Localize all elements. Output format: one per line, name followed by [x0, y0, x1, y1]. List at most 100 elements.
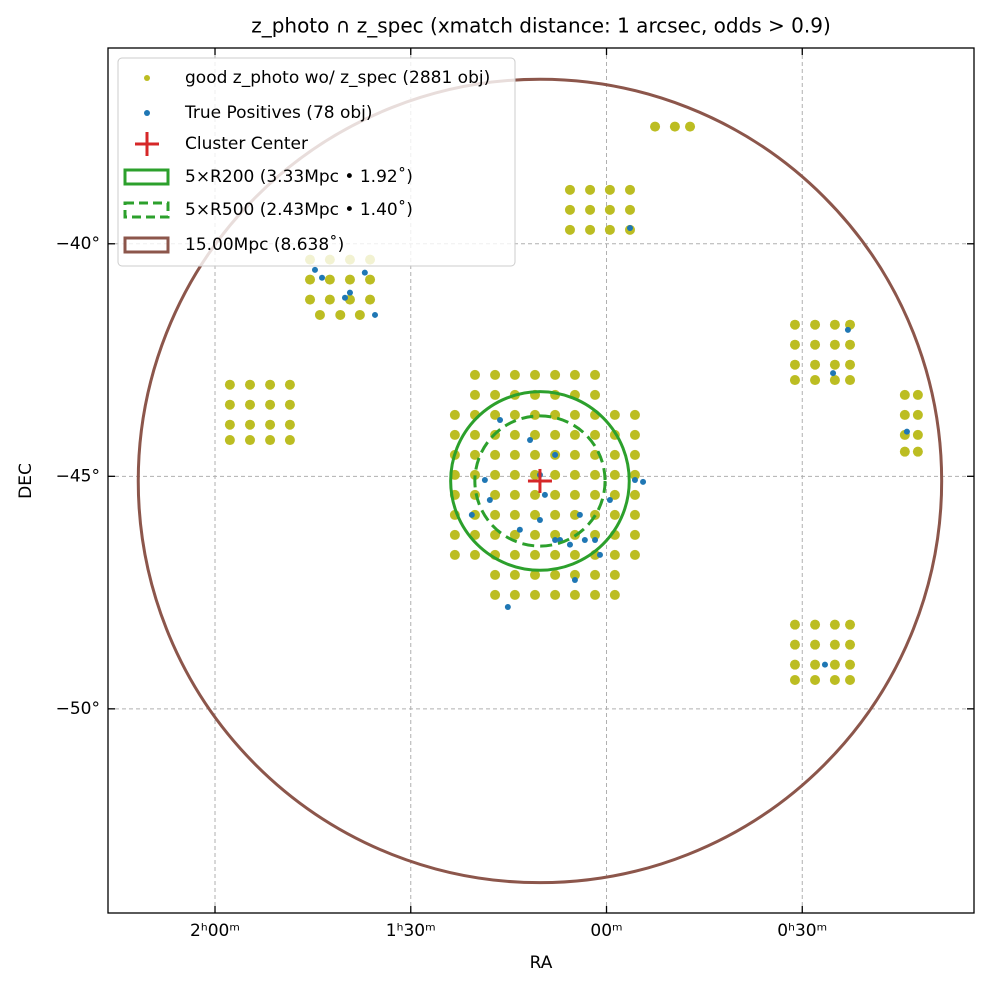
scatter-point [529, 509, 540, 520]
scatter-point [265, 399, 276, 410]
scatter-point [490, 409, 501, 420]
scatter-point [609, 409, 620, 420]
scatter-point [509, 369, 520, 380]
radius-circle [449, 390, 631, 572]
scatter-point [490, 369, 501, 380]
scatter-point [490, 529, 501, 540]
scatter-point [629, 429, 640, 440]
scatter-point [829, 339, 840, 350]
scatter-point [899, 446, 910, 457]
scatter-point [284, 419, 295, 430]
scatter-point [821, 661, 828, 668]
scatter-point [569, 369, 580, 380]
scatter-point [625, 184, 636, 195]
scatter-point [912, 389, 923, 400]
scatter-point [490, 449, 501, 460]
scatter-point [481, 477, 488, 484]
scatter-point [550, 429, 561, 440]
scatter-point [550, 369, 561, 380]
scatter-point [829, 639, 840, 650]
scatter-point [912, 429, 923, 440]
radius-circle [473, 414, 607, 548]
scatter-point [629, 469, 640, 480]
scatter-point [789, 319, 800, 330]
scatter-point [365, 294, 376, 305]
scatter-point [550, 469, 561, 480]
scatter-point [789, 659, 800, 670]
scatter-point [627, 224, 634, 231]
scatter-point [609, 569, 620, 580]
scatter-point [284, 379, 295, 390]
scatter-point [265, 435, 276, 446]
scatter-point [550, 569, 561, 580]
legend-label: True Positives (78 obj) [184, 103, 373, 123]
scatter-point [469, 389, 480, 400]
scatter-point [625, 204, 636, 215]
scatter-point [490, 569, 501, 580]
scatter-point [912, 409, 923, 420]
scatter-point [529, 469, 540, 480]
legend-label: good z_photo wo/ z_spec (2881 obj) [185, 68, 490, 88]
scatter-point [449, 429, 460, 440]
scatter-point [669, 121, 680, 132]
scatter-point [899, 409, 910, 420]
scatter-point [469, 449, 480, 460]
scatter-point [810, 619, 821, 630]
scatter-point [845, 359, 856, 370]
scatter-point [640, 478, 647, 485]
scatter-point [490, 489, 501, 500]
scatter-point [609, 449, 620, 460]
scatter-point [845, 619, 856, 630]
legend-label: 5×R500 (2.43Mpc • 1.40˚) [185, 199, 413, 220]
x-tick-label: 1ʰ30ᵐ [386, 921, 436, 941]
scatter-point [590, 369, 601, 380]
legend-marker [123, 168, 170, 186]
scatter-point [569, 449, 580, 460]
scatter-point [629, 489, 640, 500]
scatter-point [449, 549, 460, 560]
scatter-point [324, 274, 335, 285]
cluster-center [527, 468, 552, 493]
scatter-point [810, 659, 821, 670]
scatter-point [789, 619, 800, 630]
scatter-point [810, 339, 821, 350]
scatter-point [581, 537, 588, 544]
scatter-point [284, 399, 295, 410]
scatter-point [585, 224, 596, 235]
x-tick-label: 0ʰ30ᵐ [777, 921, 827, 941]
scatter-point [569, 429, 580, 440]
scatter-point [224, 435, 235, 446]
scatter-point [569, 409, 580, 420]
scatter-point [509, 409, 520, 420]
scatter-point [224, 419, 235, 430]
scatter-point [509, 589, 520, 600]
scatter-point [650, 121, 661, 132]
x-axis-label: RA [530, 953, 553, 973]
scatter-point [789, 675, 800, 686]
scatter-point [341, 294, 348, 301]
scatter-point [829, 675, 840, 686]
scatter-point [609, 509, 620, 520]
scatter-point [609, 469, 620, 480]
scatter-point [550, 409, 561, 420]
scatter-point [564, 224, 575, 235]
scatter-point [585, 184, 596, 195]
scatter-point [529, 569, 540, 580]
scatter-point [361, 269, 368, 276]
scatter-point [509, 509, 520, 520]
scatter-point [346, 289, 353, 296]
scatter-point [685, 121, 696, 132]
legend-marker [123, 201, 170, 219]
scatter-point [899, 389, 910, 400]
scatter-point [529, 489, 540, 500]
scatter-point [509, 569, 520, 580]
scatter-point [527, 437, 534, 444]
scatter-point [372, 311, 379, 318]
scatter-point [244, 399, 255, 410]
scatter-point [844, 326, 851, 333]
scatter-point [490, 589, 501, 600]
y-tick-label: −50° [56, 699, 100, 719]
scatter-point [829, 619, 840, 630]
scatter-point [569, 589, 580, 600]
scatter-point [509, 449, 520, 460]
